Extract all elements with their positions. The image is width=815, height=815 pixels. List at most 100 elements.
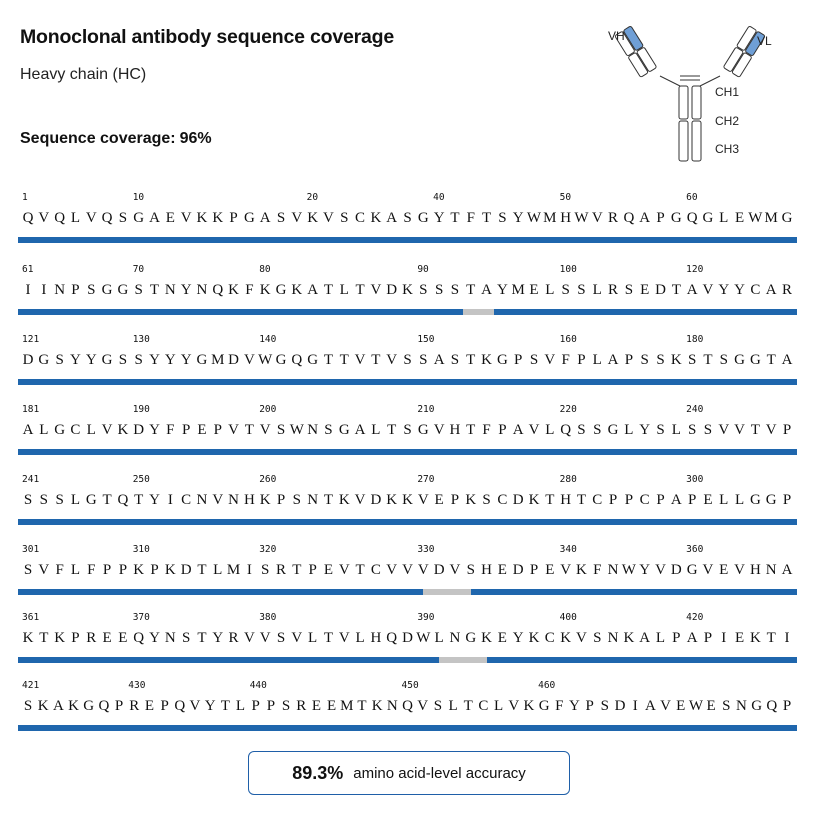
position-number: 40	[433, 192, 445, 203]
amino-acid: E	[676, 698, 686, 714]
amino-acid: S	[450, 282, 460, 298]
amino-acid: T	[323, 630, 334, 646]
amino-acid: Y	[496, 282, 508, 298]
amino-acid: Y	[204, 698, 216, 714]
amino-acid: K	[212, 210, 224, 226]
position-number: 241	[22, 474, 40, 485]
sequence-row: 301 310 320 330 340 360 S V F L F P P K P K D T L M I S R T P E V T…	[0, 544, 815, 624]
amino-acid: S	[498, 210, 507, 226]
vh-label: VH	[608, 29, 625, 43]
covered-segment	[18, 237, 797, 243]
position-number: 160	[559, 334, 577, 345]
amino-acid: P	[656, 492, 665, 508]
position-number: 20	[306, 192, 319, 203]
light-cl-right	[731, 52, 752, 78]
amino-acid: E	[118, 630, 128, 646]
position-number: 400	[559, 612, 577, 623]
position-number: 10	[132, 192, 145, 203]
amino-acid: V	[386, 562, 398, 578]
amino-acid: K	[338, 492, 350, 508]
amino-acid: A	[307, 282, 319, 298]
amino-acid: W	[688, 698, 703, 714]
amino-acid: P	[266, 698, 276, 714]
amino-acid: S	[261, 562, 270, 578]
amino-acid: E	[327, 698, 337, 714]
amino-acid: V	[189, 698, 201, 714]
amino-acid: M	[511, 282, 525, 298]
amino-acid: Y	[718, 282, 730, 298]
amino-acid: N	[307, 492, 319, 508]
amino-acid: V	[702, 562, 714, 578]
amino-acid: D	[22, 352, 34, 368]
amino-acid: K	[196, 210, 208, 226]
amino-acid: T	[323, 492, 334, 508]
ch3-right	[691, 120, 702, 162]
amino-acid: I	[721, 630, 727, 646]
amino-acid: A	[259, 210, 271, 226]
amino-acid: I	[632, 698, 638, 714]
amino-acid: P	[782, 698, 792, 714]
amino-acid: D	[386, 282, 398, 298]
amino-acid: C	[181, 492, 192, 508]
amino-acid: T	[466, 422, 476, 438]
amino-acid: G	[781, 210, 793, 226]
amino-acid: K	[259, 492, 271, 508]
amino-acid: S	[719, 352, 728, 368]
amino-acid: G	[765, 492, 777, 508]
amino-acid: M	[764, 210, 778, 226]
amino-acid: S	[118, 210, 128, 226]
amino-acid: A	[512, 422, 524, 438]
amino-acid: S	[134, 282, 143, 298]
position-number: 360	[686, 544, 704, 555]
amino-acid: V	[591, 210, 603, 226]
amino-acid: P	[118, 562, 128, 578]
amino-acid: T	[750, 422, 760, 438]
amino-acid: P	[229, 210, 238, 226]
amino-acid: Y	[512, 210, 524, 226]
amino-acid: K	[623, 630, 635, 646]
amino-acid: K	[402, 492, 413, 508]
covered-segment	[18, 657, 440, 663]
amino-acid: A	[607, 352, 619, 368]
amino-acid: Y	[85, 352, 97, 368]
amino-acid: Q	[212, 282, 224, 298]
amino-acid: T	[197, 630, 207, 646]
amino-acid: L	[371, 422, 381, 438]
position-number: 330	[417, 544, 435, 555]
ch3-label: CH3	[715, 142, 739, 156]
amino-acid: S	[722, 698, 731, 714]
amino-acid: T	[323, 282, 334, 298]
amino-acid: G	[307, 352, 319, 368]
amino-acid: K	[528, 630, 540, 646]
sequence-row: 421 430 440 450 460 S K A K G Q P R E P Q V Y T L P P S R E E M T K N…	[0, 680, 815, 760]
amino-acid: W	[258, 352, 273, 368]
amino-acid: P	[529, 562, 539, 578]
position-number: 1	[22, 192, 28, 203]
amino-acid: Y	[639, 562, 651, 578]
amino-acid: C	[544, 630, 555, 646]
position-number: 70	[132, 264, 145, 275]
heavy-ch1-right	[723, 47, 744, 72]
amino-acid: C	[497, 492, 508, 508]
amino-acid: L	[213, 562, 223, 578]
amino-acid: S	[529, 352, 539, 368]
amino-acid: P	[181, 422, 191, 438]
amino-acid: G	[496, 352, 508, 368]
amino-acid: Q	[766, 698, 778, 714]
position-number: 120	[686, 264, 704, 275]
amino-acid: N	[54, 282, 66, 298]
amino-acid: P	[160, 698, 169, 714]
amino-acid: M	[226, 562, 241, 578]
vh-domain-right	[736, 26, 757, 51]
amino-acid: I	[41, 282, 47, 298]
covered-segment	[18, 725, 797, 731]
amino-acid: T	[39, 630, 49, 646]
amino-acid: H	[370, 630, 382, 646]
amino-acid: S	[276, 630, 286, 646]
amino-acid: Y	[149, 352, 160, 368]
amino-acid: K	[307, 210, 319, 226]
amino-acid: G	[38, 352, 50, 368]
position-number: 200	[259, 404, 277, 415]
sequence-row: 241 250 260 270 280 300 S S S L G T Q T Y I C N V N H K P S N T K V…	[0, 474, 815, 554]
